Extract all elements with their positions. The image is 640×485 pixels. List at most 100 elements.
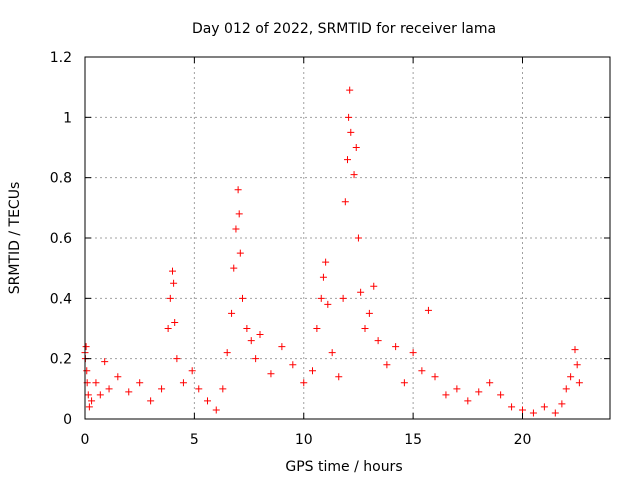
- data-point: [147, 397, 155, 405]
- data-point: [322, 258, 330, 266]
- data-point: [551, 409, 559, 417]
- y-tick-label: 1: [63, 110, 72, 126]
- data-point: [289, 361, 297, 369]
- data-point: [508, 403, 516, 411]
- data-point: [83, 367, 91, 375]
- data-point: [350, 171, 358, 179]
- data-point: [84, 391, 92, 399]
- data-point: [317, 294, 325, 302]
- data-point: [188, 367, 196, 375]
- data-point: [424, 306, 432, 314]
- data-point: [352, 144, 360, 151]
- data-point: [324, 300, 332, 308]
- data-point: [328, 349, 336, 357]
- y-tick-label: 1.2: [50, 50, 72, 66]
- data-point: [365, 309, 373, 317]
- data-point: [158, 385, 166, 393]
- data-point: [234, 186, 242, 194]
- data-point: [309, 367, 316, 375]
- data-point: [204, 397, 211, 405]
- y-tick-label: 0.6: [50, 231, 72, 247]
- grid-layer: [85, 57, 610, 419]
- data-point: [345, 113, 353, 121]
- data-point: [571, 346, 579, 354]
- data-point: [442, 391, 450, 399]
- data-point: [88, 397, 96, 405]
- x-tick-label: 10: [295, 432, 313, 448]
- data-point: [400, 379, 408, 387]
- data-point: [170, 279, 178, 287]
- data-point: [179, 379, 187, 387]
- data-point: [370, 282, 378, 290]
- data-point: [212, 406, 220, 414]
- data-point: [228, 309, 236, 317]
- data-point: [374, 337, 382, 345]
- data-point: [236, 249, 244, 257]
- data-point: [230, 264, 238, 272]
- data-point: [383, 361, 391, 369]
- data-point: [105, 385, 113, 393]
- x-tick-label: 5: [190, 432, 199, 448]
- x-tick-label: 20: [514, 432, 532, 448]
- data-point: [335, 373, 343, 381]
- data-point: [519, 406, 526, 414]
- data-point: [341, 198, 349, 206]
- data-point: [278, 343, 286, 351]
- data-point: [235, 210, 243, 218]
- tick-marks: [84, 56, 610, 420]
- data-point: [392, 343, 400, 351]
- data-point: [573, 361, 581, 369]
- data-point: [247, 337, 255, 345]
- data-point: [575, 379, 583, 387]
- data-point: [354, 234, 362, 242]
- y-tick-label: 0: [63, 412, 72, 428]
- x-tick-label: 15: [404, 432, 422, 448]
- data-point: [475, 388, 483, 396]
- data-point: [313, 325, 321, 332]
- data-point: [173, 355, 181, 363]
- data-point: [125, 388, 133, 396]
- data-point: [232, 225, 240, 233]
- data-point: [114, 373, 122, 381]
- data-point: [136, 379, 144, 387]
- data-point: [540, 403, 548, 411]
- data-point: [256, 331, 264, 339]
- data-point: [195, 385, 203, 393]
- y-tick-label: 0.8: [50, 171, 72, 187]
- data-point: [171, 318, 179, 326]
- data-point: [361, 325, 369, 332]
- x-axis-label: GPS time / hours: [285, 459, 402, 475]
- data-point: [453, 385, 461, 393]
- data-point: [239, 294, 246, 302]
- data-point: [357, 288, 365, 296]
- data-point: [464, 397, 472, 405]
- data-point: [96, 391, 104, 399]
- data-point: [243, 325, 251, 332]
- data-point: [267, 370, 275, 378]
- data-point: [223, 349, 231, 357]
- data-point: [346, 86, 354, 94]
- data-point: [166, 294, 174, 302]
- data-point: [418, 367, 426, 375]
- data-point: [101, 358, 109, 366]
- data-point: [562, 385, 570, 393]
- y-tick-label: 0.2: [50, 352, 72, 368]
- data-point: [339, 294, 347, 302]
- data-point: [497, 391, 505, 399]
- data-point: [252, 355, 260, 363]
- y-axis-label: SRMTID / TECUs: [7, 182, 23, 295]
- data-point: [319, 273, 327, 281]
- data-points: [81, 86, 583, 417]
- data-point: [300, 379, 308, 387]
- data-point: [344, 156, 351, 164]
- tick-labels: 0 5 10 15 20 0 0.2 0.4 0.6 0.8 1 1.2: [50, 50, 532, 448]
- data-point: [529, 409, 537, 417]
- data-point: [164, 325, 172, 332]
- chart-title: Day 012 of 2022, SRMTID for receiver lam…: [192, 21, 496, 37]
- data-point: [567, 373, 575, 381]
- x-tick-label: 0: [81, 432, 90, 448]
- data-point: [558, 400, 566, 408]
- data-point: [219, 385, 227, 393]
- data-point: [431, 373, 439, 381]
